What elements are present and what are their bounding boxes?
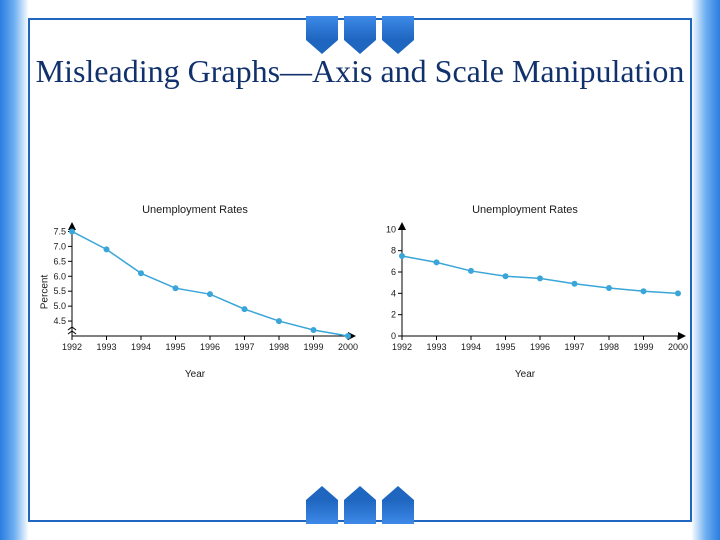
slide-panel: Misleading Graphs—Axis and Scale Manipul…: [28, 18, 692, 522]
svg-text:5.0: 5.0: [53, 301, 66, 311]
chart-right: Unemployment Rates 0 2 4 6 8 10 1992 1993 1994 19…: [360, 202, 690, 382]
ribbon-arrow-icon: [382, 16, 414, 54]
chart-left-title: Unemployment Rates: [30, 204, 360, 216]
svg-text:2000: 2000: [338, 342, 358, 352]
svg-text:1996: 1996: [530, 342, 550, 352]
svg-text:1999: 1999: [633, 342, 653, 352]
svg-text:1992: 1992: [62, 342, 82, 352]
svg-text:7.5: 7.5: [53, 226, 66, 236]
ribbon-arrow-icon: [344, 16, 376, 54]
svg-text:10: 10: [386, 224, 396, 234]
svg-text:6.5: 6.5: [53, 256, 66, 266]
chart-right-xlabel: Year: [360, 369, 690, 380]
ribbon-arrow-icon: [344, 486, 376, 524]
svg-text:1993: 1993: [96, 342, 116, 352]
svg-text:6.0: 6.0: [53, 271, 66, 281]
svg-text:1992: 1992: [392, 342, 412, 352]
ribbon-arrow-icon: [382, 486, 414, 524]
svg-text:0: 0: [391, 331, 396, 341]
svg-text:1997: 1997: [234, 342, 254, 352]
chart-left-svg: 4.5 5.0 5.5 6.0 6.5 7.0 7.5 1992 1993 1994 1995 199…: [30, 216, 360, 364]
svg-text:1994: 1994: [131, 342, 151, 352]
chart-left: Unemployment Rates Percent 4.5 5.0 5.5 6.0 6…: [30, 202, 360, 382]
svg-text:4: 4: [391, 288, 396, 298]
chart-left-ylabel: Percent: [40, 275, 51, 309]
page-title: Misleading Graphs—Axis and Scale Manipul…: [30, 52, 690, 90]
svg-text:1998: 1998: [599, 342, 619, 352]
chart-strip: Unemployment Rates Percent 4.5 5.0 5.5 6.0 6…: [30, 202, 690, 382]
svg-text:1996: 1996: [200, 342, 220, 352]
svg-text:8: 8: [391, 246, 396, 256]
svg-text:5.5: 5.5: [53, 286, 66, 296]
svg-text:6: 6: [391, 267, 396, 277]
chart-left-xlabel: Year: [30, 369, 360, 380]
svg-text:1994: 1994: [461, 342, 481, 352]
svg-text:7.0: 7.0: [53, 241, 66, 251]
svg-text:1993: 1993: [426, 342, 446, 352]
chart-right-svg: 0 2 4 6 8 10 1992 1993 1994 1995 1996 1997 1998 1999 2…: [360, 216, 690, 364]
svg-text:1995: 1995: [495, 342, 515, 352]
chart-right-title: Unemployment Rates: [360, 204, 690, 216]
svg-text:4.5: 4.5: [53, 316, 66, 326]
ribbon-bottom: [306, 486, 414, 524]
ribbon-arrow-icon: [306, 486, 338, 524]
ribbon-arrow-icon: [306, 16, 338, 54]
svg-text:1999: 1999: [303, 342, 323, 352]
ribbon-top: [306, 16, 414, 54]
svg-text:2000: 2000: [668, 342, 688, 352]
svg-text:1998: 1998: [269, 342, 289, 352]
svg-text:2: 2: [391, 310, 396, 320]
slide-background: Misleading Graphs—Axis and Scale Manipul…: [0, 0, 720, 540]
svg-text:1995: 1995: [165, 342, 185, 352]
svg-text:1997: 1997: [564, 342, 584, 352]
